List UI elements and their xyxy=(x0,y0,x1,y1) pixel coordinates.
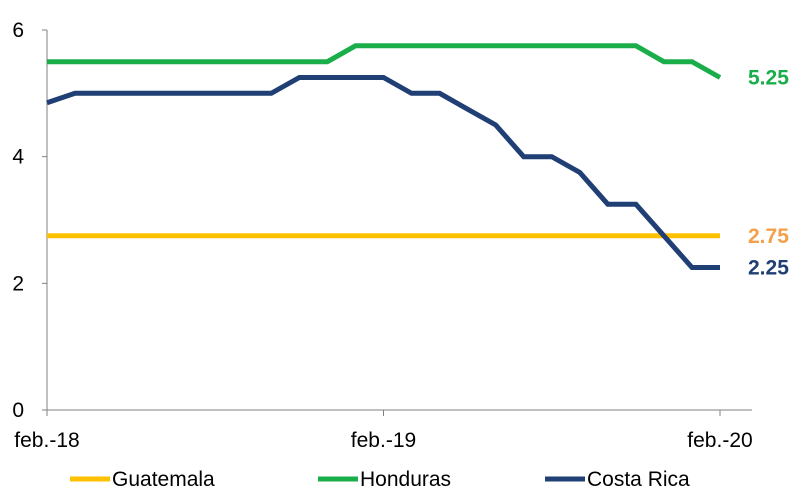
end-label-guatemala: 2.75 xyxy=(748,225,789,248)
end-labels: 2.75 5.25 2.25 xyxy=(748,67,789,280)
end-label-costa-rica: 2.25 xyxy=(748,257,789,280)
y-axis: 0 2 4 6 xyxy=(12,19,48,422)
y-tick-label: 2 xyxy=(12,272,24,295)
x-axis: feb.-18 feb.-19 feb.-20 xyxy=(14,409,753,452)
x-tick-label: feb.-20 xyxy=(687,429,752,452)
x-tick-label: feb.-18 xyxy=(14,429,79,452)
end-label-honduras: 5.25 xyxy=(748,67,789,90)
series-line-honduras xyxy=(47,43,722,80)
legend-label: Costa Rica xyxy=(587,468,690,489)
legend-label: Honduras xyxy=(360,468,451,489)
x-tick-label: feb.-19 xyxy=(351,429,416,452)
series-line-costa-rica xyxy=(46,75,720,270)
series-lines xyxy=(46,43,722,270)
y-tick-label: 0 xyxy=(12,399,24,422)
y-tick-label: 4 xyxy=(12,146,24,169)
y-tick-label: 6 xyxy=(12,19,24,42)
legend: Guatemala Honduras Costa Rica xyxy=(70,468,690,489)
legend-label: Guatemala xyxy=(112,468,215,489)
